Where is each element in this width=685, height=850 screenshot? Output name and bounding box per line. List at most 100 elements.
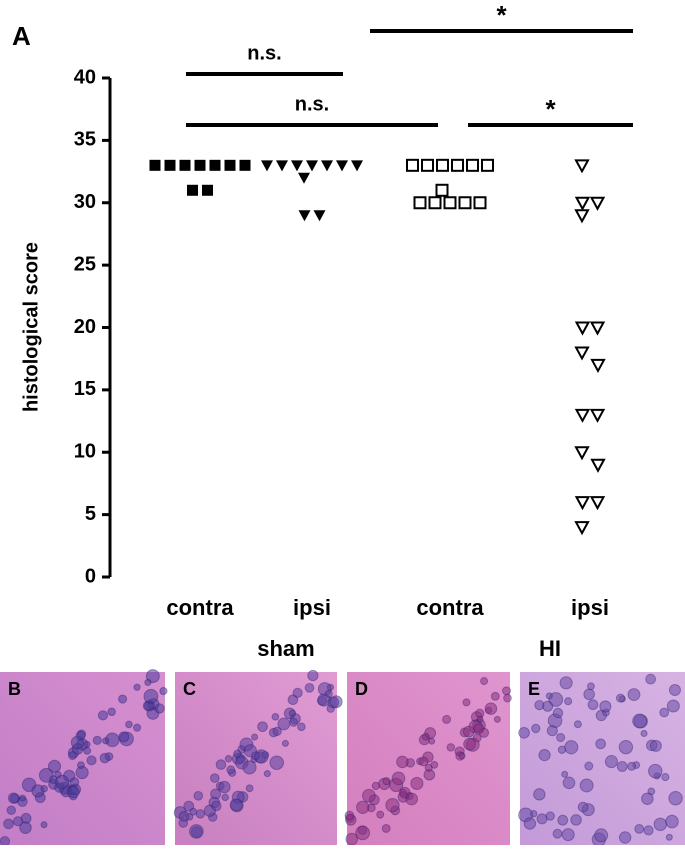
cell-nucleus (594, 828, 609, 843)
cell-nucleus (562, 776, 576, 790)
cell-nucleus (99, 752, 111, 764)
cell-nucleus (523, 817, 537, 830)
data-point (574, 446, 590, 461)
cell-nucleus (618, 739, 634, 755)
data-point (574, 521, 590, 536)
data-point (306, 160, 318, 172)
data-point (458, 196, 472, 210)
y-axis-label: histological score (20, 242, 42, 412)
cell-nucleus (493, 715, 501, 723)
data-point (209, 159, 221, 171)
cell-nucleus (193, 790, 204, 801)
cell-nucleus (501, 686, 511, 696)
cell-nucleus (480, 677, 489, 686)
cell-nucleus (154, 703, 165, 714)
cell-nucleus (277, 717, 291, 731)
cell-nucleus (476, 715, 484, 724)
cell-nucleus (632, 713, 648, 729)
y-tick-label: 25 (74, 253, 96, 275)
data-point (321, 160, 333, 172)
cell-nucleus (421, 732, 430, 741)
data-point (276, 160, 288, 172)
cell-nucleus (463, 737, 476, 751)
cell-nucleus (545, 811, 555, 821)
data-point (589, 408, 606, 423)
cell-nucleus (356, 800, 370, 814)
group-label: HI (539, 636, 561, 661)
cell-nucleus (292, 687, 303, 698)
data-point (435, 183, 449, 197)
cell-nucleus (245, 784, 254, 793)
cell-nucleus (118, 731, 130, 743)
cell-nucleus (324, 689, 333, 698)
x-tick-label: ipsi (571, 595, 609, 620)
cell-nucleus (490, 691, 500, 701)
cell-nucleus (195, 809, 206, 819)
cell-nucleus (418, 756, 429, 767)
data-point (428, 196, 442, 210)
cell-nucleus (587, 699, 599, 711)
cell-nucleus (0, 836, 11, 847)
cell-nucleus (648, 763, 663, 779)
data-point (313, 210, 326, 222)
cell-nucleus (272, 726, 282, 737)
data-point (421, 158, 434, 172)
significance-label: * (545, 94, 556, 124)
cell-nucleus (92, 735, 102, 745)
cell-nucleus (66, 785, 80, 799)
significance-label: * (496, 0, 507, 30)
cell-nucleus (643, 825, 654, 836)
y-tick-label: 30 (74, 191, 96, 213)
cell-nucleus (446, 743, 456, 752)
cell-nucleus (326, 704, 335, 713)
cell-nucleus (531, 723, 541, 734)
cell-nucleus (564, 740, 579, 755)
cell-nucleus (307, 669, 319, 682)
data-point (451, 158, 464, 172)
data-point (298, 172, 310, 184)
data-point (466, 158, 479, 172)
data-point (413, 196, 427, 210)
significance-label: n.s. (247, 42, 281, 64)
cell-nucleus (12, 816, 24, 827)
cell-nucleus (538, 748, 551, 762)
cell-nucleus (304, 682, 315, 693)
cell-nucleus (666, 699, 680, 713)
cell-nucleus (6, 805, 16, 815)
cell-nucleus (75, 765, 89, 780)
cell-nucleus (361, 788, 376, 803)
data-point (574, 159, 590, 174)
cell-nucleus (584, 761, 594, 771)
cell-nucleus (570, 814, 582, 826)
y-tick-label: 10 (74, 441, 96, 463)
cell-nucleus (47, 759, 62, 773)
cell-nucleus (143, 688, 159, 704)
cell-nucleus (649, 739, 662, 752)
cell-nucleus (102, 737, 110, 745)
cell-nucleus (641, 792, 654, 805)
cell-nucleus (661, 773, 670, 782)
cell-nucleus (287, 694, 299, 706)
cell-nucleus (132, 723, 142, 732)
cell-nucleus (269, 755, 285, 771)
cell-nucleus (599, 700, 612, 713)
cell-nucleus (144, 678, 152, 687)
cell-nucleus (211, 800, 222, 812)
x-tick-label: contra (166, 595, 234, 620)
cell-nucleus (376, 810, 385, 819)
cell-nucleus (86, 755, 97, 766)
cell-nucleus (229, 798, 243, 812)
cell-nucleus (251, 733, 259, 741)
cell-nucleus (557, 745, 567, 754)
data-point (351, 160, 363, 172)
cell-nucleus (355, 825, 371, 841)
cell-nucleus (640, 729, 648, 738)
cell-nucleus (288, 709, 297, 717)
cell-nucleus (133, 683, 141, 691)
cell-nucleus (561, 828, 575, 842)
data-point (436, 158, 449, 172)
data-point (291, 160, 303, 172)
cell-nucleus (257, 721, 268, 733)
cell-nucleus (634, 823, 645, 834)
data-point (473, 196, 487, 210)
